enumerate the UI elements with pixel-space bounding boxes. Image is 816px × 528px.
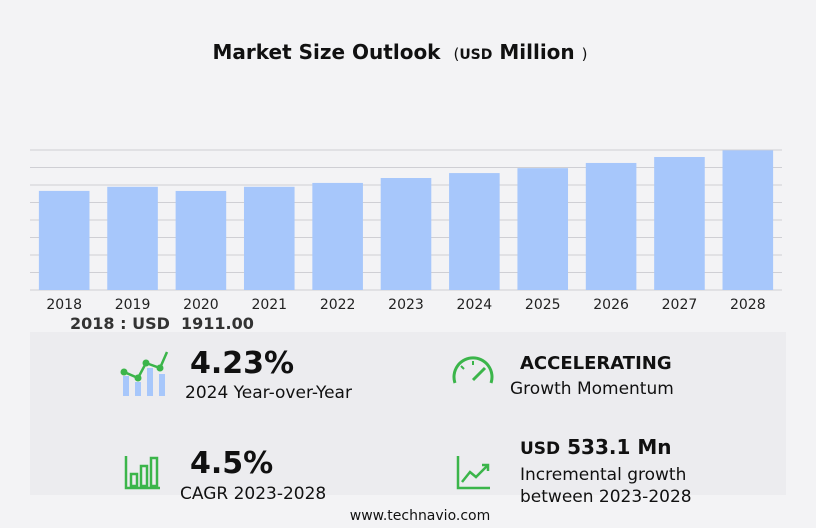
bar [312,182,363,290]
unit: Million [499,40,575,64]
incremental-label: Incremental growth [520,465,687,485]
x-tick-label: 2021 [251,297,287,313]
bar [243,186,295,290]
incremental-label: between 2023-2028 [520,487,692,507]
yoy-value: 4.23% [190,346,295,381]
x-tick-label: 2025 [525,297,561,313]
cagr-value: 4.5% [190,446,274,481]
yoy-label: 2024 Year-over-Year [185,383,352,403]
bar [38,190,90,290]
incremental-value-row: USD 533.1 Mn [520,435,672,459]
x-tick-label: 2018 [46,297,82,313]
bar [654,157,705,290]
x-tick-label: 2023 [388,297,424,313]
momentum-label: Growth Momentum [510,379,674,399]
x-tick-label: 2028 [730,297,766,313]
x-tick-label: 2020 [183,297,219,313]
incremental-currency: USD [520,439,561,459]
base-year-value: 1911.00 [181,314,254,333]
incremental-icon [456,456,490,490]
x-tick-label: 2027 [662,297,698,313]
chart-title: Market Size Outlook [212,40,441,64]
x-tick-label: 2019 [115,297,151,313]
bar [175,190,227,290]
cagr-icon [124,456,160,490]
bar [449,173,500,290]
incremental-value: 533.1 Mn [567,435,672,459]
chart: 2018 2019 2020 2021 2022 2023 2024 2025 2026 2027… [30,149,782,313]
yoy-icon [120,351,169,396]
bar [517,168,569,290]
bar [380,178,432,290]
momentum-icon [452,356,494,384]
bar [107,186,158,290]
x-tick-label: 2026 [593,297,629,313]
paren: ) [581,45,588,63]
x-tick-label: 2022 [320,297,356,313]
cagr-label: CAGR 2023-2028 [180,484,327,504]
bar [722,150,774,290]
paren: ( [453,45,460,63]
base-year: 2018 : USD 1911.00 [70,314,254,333]
footer: www.technavio.com [349,508,491,524]
bar [585,162,637,290]
currency: USD [459,47,493,63]
momentum-value: ACCELERATING [520,353,672,374]
x-tick-label: 2024 [457,297,493,313]
chart-title-row: Market Size Outlook (USD Million ) [0,40,800,64]
base-year-label: 2018 : USD [70,314,170,333]
